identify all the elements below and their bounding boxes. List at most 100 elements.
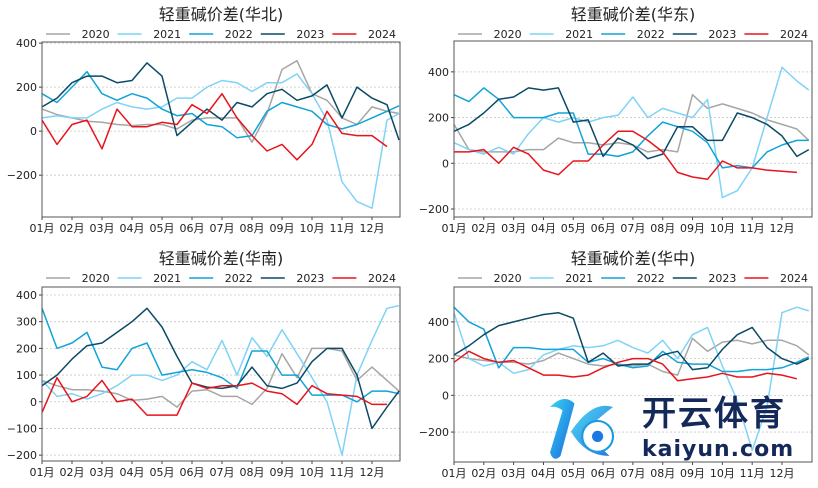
x-tick-label: 11月 <box>740 222 765 235</box>
x-tick-label: 08月 <box>240 466 265 479</box>
series-line-2020 <box>41 347 400 408</box>
line-chart: 轻重碱价差(华东) 2020 2021 2022 2023 2024 −200 0 200 400… <box>419 5 813 235</box>
legend-item: 2023 <box>260 28 324 41</box>
x-tick-label: 10月 <box>300 222 325 235</box>
y-tick-label: 0 <box>442 157 449 170</box>
legend-label: 2022 <box>637 28 665 41</box>
x-tick-label: 07月 <box>210 466 235 479</box>
x-tick-label: 09月 <box>270 222 295 235</box>
x-tick-label: 12月 <box>360 222 385 235</box>
plot-frame <box>453 40 813 218</box>
series-line-2023 <box>453 311 810 371</box>
x-tick-label: 06月 <box>180 466 205 479</box>
y-tick-label: 200 <box>428 112 449 125</box>
chart-title: 轻重碱价差(华中) <box>571 249 696 268</box>
y-tick-label: 400 <box>16 289 37 302</box>
x-tick-label: 07月 <box>620 467 645 480</box>
x-tick-label: 02月 <box>471 222 496 235</box>
legend-item: 2022 <box>189 28 253 41</box>
x-tick-label: 10月 <box>710 467 735 480</box>
legend-item: 2024 <box>332 272 396 285</box>
x-tick-label: 03月 <box>90 466 115 479</box>
legend-label: 2020 <box>494 272 522 285</box>
x-tick-label: 06月 <box>591 467 616 480</box>
series-line-2024 <box>41 376 387 416</box>
series-line-2022 <box>41 70 400 139</box>
y-tick-label: −200 <box>7 169 37 182</box>
x-tick-label: 01月 <box>442 222 467 235</box>
legend-item: 2021 <box>529 272 593 285</box>
x-tick-label: 11月 <box>330 466 355 479</box>
x-tick-label: 06月 <box>180 222 205 235</box>
legend-label: 2024 <box>780 272 808 285</box>
x-tick-label: 05月 <box>150 222 175 235</box>
chart-panel: 轻重碱价差(华东) 2020 2021 2022 2023 2024 −200 0 200 400… <box>409 0 818 244</box>
x-tick-label: 07月 <box>620 222 645 235</box>
x-tick-label: 07月 <box>210 222 235 235</box>
x-tick-label: 03月 <box>90 222 115 235</box>
legend-item: 2020 <box>458 28 522 41</box>
y-tick-label: −200 <box>419 203 449 216</box>
x-tick-label: 09月 <box>270 466 295 479</box>
legend-label: 2022 <box>225 28 253 41</box>
legend-label: 2023 <box>296 272 324 285</box>
line-chart: 轻重碱价差(华中) 2020 2021 2022 2023 2024 −200 0 200 400… <box>419 249 813 480</box>
legend-label: 2021 <box>153 272 181 285</box>
plot-frame <box>453 286 813 463</box>
chart-title: 轻重碱价差(华东) <box>571 5 696 24</box>
y-tick-label: 400 <box>16 37 37 50</box>
y-tick-label: −200 <box>7 449 37 462</box>
chart-panel: 轻重碱价差(华北) 2020 2021 2022 2023 2024 −200 0 200 400… <box>0 0 409 244</box>
series-line-2024 <box>454 130 797 181</box>
legend-label: 2021 <box>565 28 593 41</box>
x-tick-label: 10月 <box>710 222 735 235</box>
y-tick-label: −200 <box>419 426 449 439</box>
legend-label: 2024 <box>780 28 808 41</box>
y-tick-label: 200 <box>16 81 37 94</box>
x-tick-label: 03月 <box>501 467 526 480</box>
x-tick-label: 04月 <box>531 467 556 480</box>
x-tick-label: 05月 <box>561 467 586 480</box>
series-line-2021 <box>41 304 400 456</box>
legend-label: 2024 <box>368 28 396 41</box>
series-line-2021 <box>453 66 810 199</box>
x-tick-label: 06月 <box>591 222 616 235</box>
legend-item: 2023 <box>260 272 324 285</box>
chart-title: 轻重碱价差(华北) <box>159 5 284 24</box>
legend-item: 2022 <box>189 272 253 285</box>
legend-item: 2021 <box>117 272 181 285</box>
line-chart: 轻重碱价差(华北) 2020 2021 2022 2023 2024 −200 0 200 400… <box>7 5 401 235</box>
y-tick-label: 0 <box>442 389 449 402</box>
y-tick-label: 0 <box>30 396 37 409</box>
y-tick-label: −100 <box>7 422 37 435</box>
x-tick-label: 02月 <box>471 467 496 480</box>
y-tick-label: 300 <box>16 316 37 329</box>
legend-item: 2020 <box>458 272 522 285</box>
legend-item: 2022 <box>601 28 665 41</box>
x-tick-label: 01月 <box>442 467 467 480</box>
legend-item: 2024 <box>744 272 808 285</box>
x-tick-label: 05月 <box>561 222 586 235</box>
legend-label: 2023 <box>708 28 736 41</box>
x-tick-label: 04月 <box>120 222 145 235</box>
legend-item: 2023 <box>672 28 736 41</box>
chart-title: 轻重碱价差(华南) <box>159 249 284 268</box>
x-tick-label: 12月 <box>770 467 795 480</box>
series-line-2023 <box>41 62 400 141</box>
plot-frame <box>41 41 401 218</box>
x-tick-label: 11月 <box>330 222 355 235</box>
x-tick-label: 03月 <box>501 222 526 235</box>
series-line-2024 <box>41 92 388 161</box>
x-tick-label: 01月 <box>30 466 55 479</box>
x-tick-label: 09月 <box>680 467 705 480</box>
x-tick-label: 01月 <box>30 222 55 235</box>
plot-frame <box>41 286 401 462</box>
y-tick-label: 0 <box>30 125 37 138</box>
legend-label: 2021 <box>153 28 181 41</box>
legend-label: 2020 <box>82 272 110 285</box>
y-tick-label: 400 <box>428 66 449 79</box>
y-tick-label: 400 <box>428 316 449 329</box>
x-tick-label: 12月 <box>360 466 385 479</box>
legend-label: 2020 <box>82 28 110 41</box>
legend-label: 2021 <box>565 272 593 285</box>
